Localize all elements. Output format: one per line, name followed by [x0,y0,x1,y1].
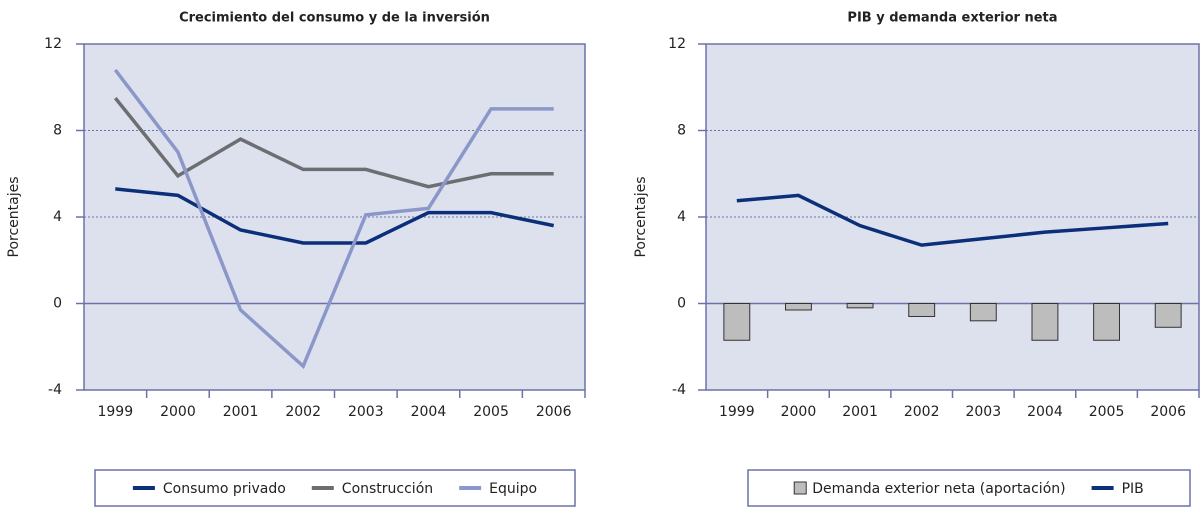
y-tick-label: 0 [677,296,686,312]
legend-label: Construcción [342,481,433,497]
bar [1093,303,1121,341]
x-tick-label: 2001 [223,404,259,420]
bar [1031,303,1059,341]
line-series [113,68,554,370]
y-tick-label: 12 [44,36,62,52]
x-tick-label: 2003 [965,404,1001,420]
y-axis-label: Porcentajes [633,176,649,257]
chart-title: Crecimiento del consumo y de la inversió… [179,11,490,26]
legend-marker [793,481,807,495]
x-tick-label: 1999 [719,404,755,420]
x-tick-label: 2006 [536,404,572,420]
y-tick-label: 4 [677,209,686,225]
x-tick-label: 2000 [781,404,817,420]
y-axis-label: Porcentajes [6,176,22,257]
x-tick-label: 2001 [842,404,878,420]
y-tick-label: -4 [48,382,62,398]
plot-frame [705,43,1200,391]
x-tick-label: 2004 [1027,404,1063,420]
bar [908,303,936,317]
x-tick-label: 2004 [411,404,447,420]
x-tick-label: 2000 [160,404,196,420]
bar [969,303,997,322]
y-tick-label: 0 [53,296,62,312]
legend-label: PIB [1122,481,1144,497]
line-series [113,96,554,189]
x-tick-label: 2005 [473,404,509,420]
bar [1154,303,1182,328]
bar [784,303,812,311]
x-tick-label: 2005 [1089,404,1125,420]
y-tick-label: 4 [53,209,62,225]
legend-box [94,469,576,507]
legend: Demanda exterior neta (aportación) PIB [793,481,1144,497]
x-tick-label: 2002 [904,404,940,420]
x-tick-label: 1999 [97,404,133,420]
y-tick-label: 8 [677,123,686,139]
y-tick-label: 8 [53,123,62,139]
legend-label: Consumo privado [163,481,286,497]
line-series [115,187,555,245]
x-tick-label: 2002 [285,404,321,420]
legend: Consumo privado Construcción Equipo [132,481,537,497]
legend-label: Equipo [489,481,537,497]
y-tick-label: 12 [668,36,686,52]
legend-box [747,469,1191,507]
x-tick-label: 2003 [348,404,384,420]
legend-label: Demanda exterior neta (aportación) [812,481,1065,497]
plot-frame [83,43,586,391]
x-tick-label: 2006 [1150,404,1186,420]
bar [723,303,751,341]
bar [846,303,874,309]
chart-title: PIB y demanda exterior neta [847,11,1057,26]
line-series [736,193,1169,247]
y-tick-label: -4 [672,382,686,398]
